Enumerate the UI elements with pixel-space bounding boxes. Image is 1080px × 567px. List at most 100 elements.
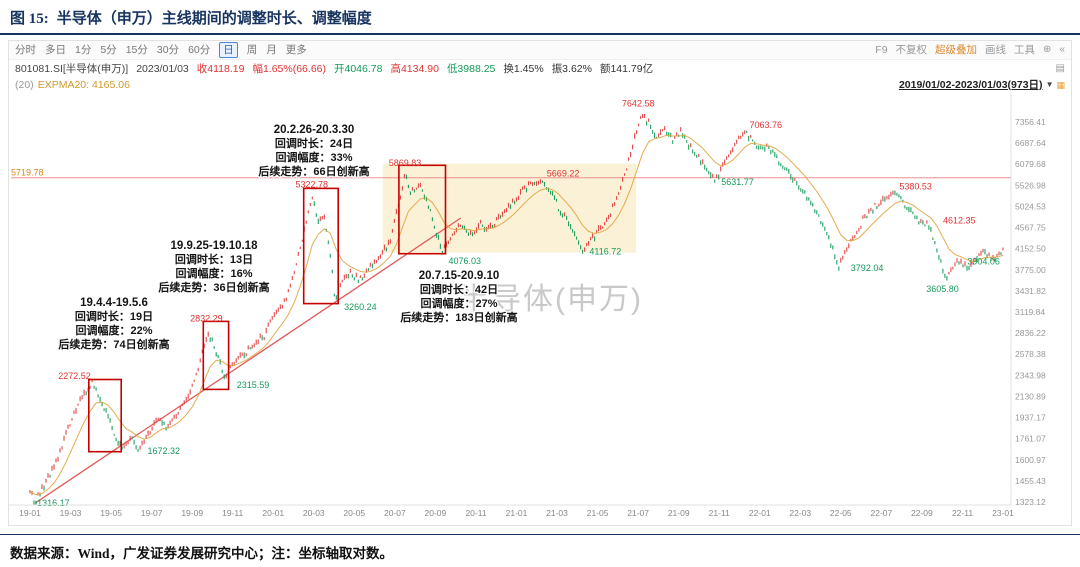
x-tick-label: 20-05 bbox=[343, 508, 365, 518]
period-日[interactable]: 日 bbox=[219, 42, 238, 58]
x-tick-label: 21-11 bbox=[709, 508, 730, 518]
toolbar-right: F9 不复权 超级叠加 画线 工具 ⊕ « bbox=[875, 43, 1065, 57]
period-60分[interactable]: 60分 bbox=[188, 44, 211, 56]
price-label: 5869.83 bbox=[389, 158, 422, 168]
annotation-1-line: 回调时长：19日 bbox=[75, 309, 153, 323]
y-tick-label: 5024.53 bbox=[1015, 201, 1046, 211]
chevron-down-icon[interactable]: ▼ bbox=[1045, 80, 1054, 89]
x-tick-label: 19-03 bbox=[60, 508, 82, 518]
price-label: 7642.58 bbox=[622, 99, 655, 109]
annotation-3-line: 回调时长：24日 bbox=[275, 136, 353, 150]
y-tick-label: 2578.38 bbox=[1015, 349, 1046, 359]
y-tick-label: 5526.98 bbox=[1015, 180, 1046, 190]
y-tick-label: 4567.75 bbox=[1015, 223, 1046, 233]
y-tick-label: 1761.07 bbox=[1015, 434, 1046, 444]
annotation-4-title: 20.7.15-20.9.10 bbox=[419, 270, 500, 282]
pullback-box-4 bbox=[398, 164, 447, 255]
pullback-box-3 bbox=[302, 187, 340, 305]
toolbar: 分时 多日 1分 5分 15分 30分 60分日周月更多 F9 不复权 超级叠加 画线 工具 ⊕ « bbox=[9, 41, 1071, 60]
period-1分[interactable]: 1分 bbox=[75, 44, 92, 56]
layout-grid-icon[interactable]: ▤ bbox=[1055, 63, 1065, 74]
annotation-2-line: 回调时长：13日 bbox=[175, 252, 253, 266]
chart-panel: 分时 多日 1分 5分 15分 30分 60分日周月更多 F9 不复权 超级叠加 画线 工具 ⊕ «… bbox=[8, 40, 1072, 526]
security-code: 801081.SI[半导体(申万)] bbox=[15, 63, 129, 75]
x-tick-label: 22-05 bbox=[830, 508, 852, 518]
circle-plus-icon[interactable]: ⊕ bbox=[1043, 44, 1052, 55]
x-tick-label: 22-09 bbox=[911, 508, 933, 518]
y-tick-label: 6687.64 bbox=[1015, 138, 1046, 148]
period-月[interactable]: 月 bbox=[266, 44, 277, 56]
chart-svg[interactable]: 半导体(申万) 5719.78 1316.17 2272.52 1672.32 2832.… bbox=[9, 93, 1071, 525]
x-tick-label: 20-11 bbox=[465, 508, 486, 518]
quote-field: 开4046.78 bbox=[334, 63, 383, 75]
price-label: 2832.29 bbox=[190, 313, 223, 323]
period-多日[interactable]: 多日 bbox=[45, 44, 66, 56]
date-range-text[interactable]: 2019/01/02-2023/01/03(973日) bbox=[898, 79, 1043, 91]
tool-画线[interactable]: 画线 bbox=[985, 44, 1007, 56]
annotation-1-title: 19.4.4-19.5.6 bbox=[80, 297, 148, 309]
period-周[interactable]: 周 bbox=[246, 44, 258, 56]
y-tick-label: 1937.17 bbox=[1015, 413, 1046, 423]
y-tick-label: 1600.97 bbox=[1015, 455, 1046, 465]
tool-超级叠加[interactable]: 超级叠加 bbox=[935, 44, 978, 56]
tool-工具[interactable]: 工具 bbox=[1014, 44, 1036, 56]
annotation-2-line: 后续走势：36日创新高 bbox=[158, 280, 269, 294]
figure-title: 半导体（申万）主线期间的调整时长、调整幅度 bbox=[56, 11, 372, 27]
x-tick-label: 22-01 bbox=[749, 508, 771, 518]
price-label: 4612.35 bbox=[943, 215, 976, 225]
annotation-3-line: 后续走势：66日创新高 bbox=[258, 164, 369, 178]
tool-不复权[interactable]: 不复权 bbox=[895, 44, 928, 56]
x-tick-label: 22-07 bbox=[871, 508, 893, 518]
period-tabs: 分时 多日 1分 5分 15分 30分 60分日周月更多 bbox=[15, 42, 307, 58]
x-tick-label: 21-07 bbox=[627, 508, 649, 518]
period-15分[interactable]: 15分 bbox=[125, 44, 148, 56]
quote-date: 2023/01/03 bbox=[136, 63, 189, 75]
y-tick-label: 7356.41 bbox=[1015, 117, 1046, 127]
x-tick-label: 19-01 bbox=[19, 508, 41, 518]
quote-field: 幅1.65%(66.66) bbox=[252, 63, 326, 75]
collapse-icon[interactable]: « bbox=[1059, 44, 1065, 55]
annotation-4-line: 回调时长：42日 bbox=[420, 282, 498, 296]
y-tick-label: 3775.00 bbox=[1015, 265, 1046, 275]
expma-line bbox=[29, 134, 1004, 496]
x-tick-label: 20-07 bbox=[384, 508, 406, 518]
x-tick-label: 19-09 bbox=[181, 508, 203, 518]
annotation-4-line: 后续走势：183日创新高 bbox=[400, 310, 517, 324]
y-tick-label: 6079.68 bbox=[1015, 159, 1046, 169]
resistance-price-label: 5719.78 bbox=[11, 168, 44, 178]
quote-field: 振3.62% bbox=[551, 63, 592, 75]
range-flag-icon[interactable]: ▦ bbox=[1056, 80, 1065, 90]
annotation-1-line: 后续走势：74日创新高 bbox=[58, 337, 169, 351]
price-label: 5669.22 bbox=[547, 169, 580, 179]
figure-header: 图 15: 半导体（申万）主线期间的调整时长、调整幅度 bbox=[0, 0, 1080, 35]
indicator-bar: (20) EXPMA20: 4165.06 2019/01/02-2023/01/… bbox=[9, 77, 1071, 93]
watermark: 半导体(申万) bbox=[459, 283, 643, 316]
y-tick-label: 4152.50 bbox=[1015, 244, 1046, 254]
y-tick-label: 2836.22 bbox=[1015, 328, 1046, 338]
period-分时[interactable]: 分时 bbox=[15, 44, 36, 56]
price-label: 3792.04 bbox=[851, 263, 884, 273]
price-label: 1672.32 bbox=[148, 446, 181, 456]
pullback-box-1 bbox=[88, 378, 123, 453]
indicator-param: (20) bbox=[15, 79, 34, 91]
tool-F9[interactable]: F9 bbox=[875, 44, 888, 56]
date-range[interactable]: 2019/01/02-2023/01/03(973日) ▼ ▦ bbox=[899, 78, 1065, 92]
annotation-3-title: 20.2.26-20.3.30 bbox=[274, 124, 355, 136]
candles-up bbox=[29, 114, 1004, 496]
pullback-box-2 bbox=[202, 320, 230, 391]
annotation-4-line: 回调幅度：27% bbox=[420, 296, 497, 310]
expma-value: EXPMA20: 4165.06 bbox=[37, 79, 130, 91]
period-30分[interactable]: 30分 bbox=[156, 44, 180, 56]
price-label: 4076.03 bbox=[449, 256, 482, 266]
x-tick-label: 23-01 bbox=[992, 508, 1014, 518]
period-更多[interactable]: 更多 bbox=[285, 44, 307, 56]
price-label: 2315.59 bbox=[237, 380, 270, 390]
indicator-values: (20) EXPMA20: 4165.06 bbox=[15, 78, 130, 92]
x-tick-label: 22-11 bbox=[952, 508, 973, 518]
period-5分[interactable]: 5分 bbox=[100, 44, 117, 56]
price-label: 5322.78 bbox=[296, 180, 329, 190]
y-tick-label: 3431.82 bbox=[1015, 286, 1046, 296]
x-tick-label: 21-03 bbox=[546, 508, 568, 518]
price-label: 4116.72 bbox=[589, 247, 621, 257]
